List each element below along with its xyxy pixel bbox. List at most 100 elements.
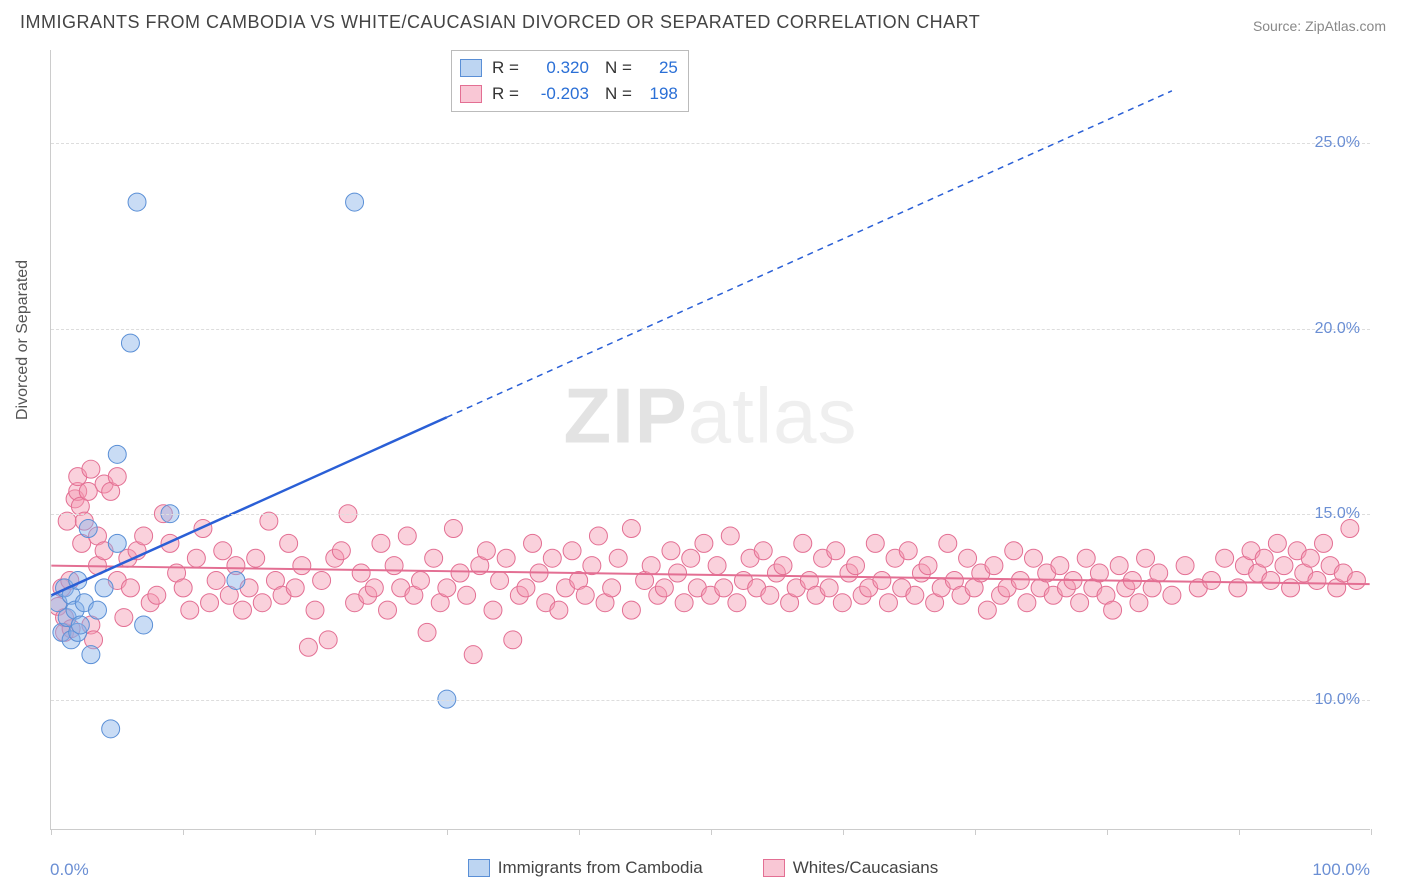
data-point [181, 601, 199, 619]
grid-line [51, 514, 1370, 515]
x-tick [447, 829, 448, 835]
data-point [115, 609, 133, 627]
data-point [306, 601, 324, 619]
data-point [88, 601, 106, 619]
data-point [1051, 557, 1069, 575]
y-tick-label: 15.0% [1315, 505, 1360, 523]
grid-line [51, 143, 1370, 144]
data-point [234, 601, 252, 619]
data-point [214, 542, 232, 560]
data-point [682, 549, 700, 567]
legend-swatch [460, 85, 482, 103]
data-point [1150, 564, 1168, 582]
data-point [1071, 594, 1089, 612]
data-point [148, 586, 166, 604]
data-point [128, 193, 146, 211]
data-point [280, 534, 298, 552]
data-point [1301, 549, 1319, 567]
data-point [1176, 557, 1194, 575]
series-legend-label: Immigrants from Cambodia [498, 858, 703, 878]
data-point [517, 579, 535, 597]
data-point [899, 542, 917, 560]
data-point [438, 579, 456, 597]
data-point [959, 549, 977, 567]
legend-n-label: N = [605, 58, 632, 78]
data-point [622, 520, 640, 538]
data-point [504, 631, 522, 649]
grid-line [51, 329, 1370, 330]
data-point [1024, 549, 1042, 567]
data-point [695, 534, 713, 552]
data-point [609, 549, 627, 567]
data-point [484, 601, 502, 619]
chart-svg [51, 50, 1370, 829]
plot-area: ZIPatlas R = 0.320 N = 25 R = -0.203 N =… [50, 50, 1370, 830]
data-point [754, 542, 772, 560]
data-point [108, 445, 126, 463]
data-point [1216, 549, 1234, 567]
x-tick [1371, 829, 1372, 835]
data-point [721, 527, 739, 545]
x-axis-min-label: 0.0% [50, 860, 89, 880]
data-point [1104, 601, 1122, 619]
data-point [299, 638, 317, 656]
data-point [477, 542, 495, 560]
data-point [385, 557, 403, 575]
y-tick-label: 10.0% [1315, 691, 1360, 709]
series-legend-label: Whites/Caucasians [793, 858, 939, 878]
data-point [286, 579, 304, 597]
legend-row: R = -0.203 N = 198 [460, 81, 678, 107]
data-point [1202, 571, 1220, 589]
data-point [603, 579, 621, 597]
y-tick-label: 20.0% [1315, 320, 1360, 338]
data-point [622, 601, 640, 619]
data-point [108, 468, 126, 486]
data-point [1262, 571, 1280, 589]
data-point [497, 549, 515, 567]
data-point [847, 557, 865, 575]
data-point [352, 564, 370, 582]
data-point [906, 586, 924, 604]
data-point [121, 334, 139, 352]
data-point [728, 594, 746, 612]
data-point [95, 579, 113, 597]
data-point [411, 571, 429, 589]
data-point [207, 571, 225, 589]
data-point [879, 594, 897, 612]
data-point [379, 601, 397, 619]
data-point [1005, 542, 1023, 560]
data-point [1268, 534, 1286, 552]
data-point [715, 579, 733, 597]
data-point [82, 646, 100, 664]
data-point [201, 594, 219, 612]
data-point [873, 571, 891, 589]
grid-line [51, 700, 1370, 701]
legend-r-label: R = [492, 58, 519, 78]
data-point [675, 594, 693, 612]
data-point [425, 549, 443, 567]
data-point [365, 579, 383, 597]
legend-row: R = 0.320 N = 25 [460, 55, 678, 81]
data-point [1308, 571, 1326, 589]
data-point [563, 542, 581, 560]
data-point [669, 564, 687, 582]
legend-swatch [468, 859, 490, 877]
source-attribution: Source: ZipAtlas.com [1253, 18, 1386, 34]
x-tick [579, 829, 580, 835]
data-point [1282, 579, 1300, 597]
data-point [79, 482, 97, 500]
data-point [102, 720, 120, 738]
data-point [543, 549, 561, 567]
legend-r-value: -0.203 [525, 84, 589, 104]
x-tick [843, 829, 844, 835]
data-point [313, 571, 331, 589]
data-point [332, 542, 350, 560]
data-point [1137, 549, 1155, 567]
data-point [464, 646, 482, 664]
data-point [135, 527, 153, 545]
legend-swatch [460, 59, 482, 77]
data-point [1163, 586, 1181, 604]
data-point [491, 571, 509, 589]
data-point [174, 579, 192, 597]
data-point [642, 557, 660, 575]
